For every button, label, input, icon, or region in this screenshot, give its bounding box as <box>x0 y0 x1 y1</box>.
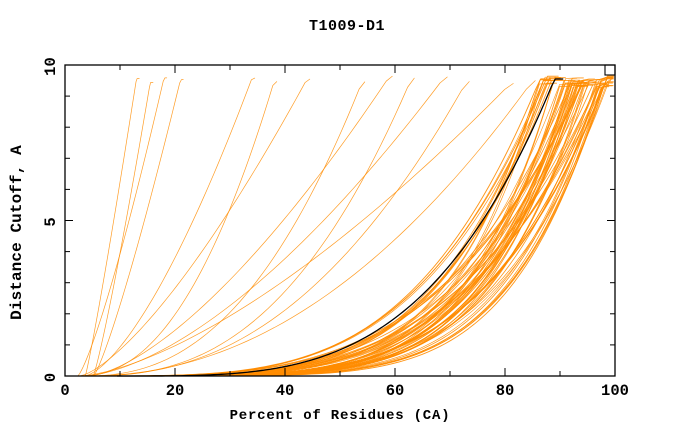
svg-text:60: 60 <box>386 382 405 400</box>
svg-text:40: 40 <box>276 382 295 400</box>
svg-text:80: 80 <box>496 382 515 400</box>
svg-text:0: 0 <box>42 373 60 382</box>
svg-text:5: 5 <box>42 217 60 226</box>
svg-text:20: 20 <box>166 382 185 400</box>
svg-text:0: 0 <box>60 382 69 400</box>
svg-text:10: 10 <box>42 57 60 76</box>
svg-text:100: 100 <box>601 382 629 400</box>
